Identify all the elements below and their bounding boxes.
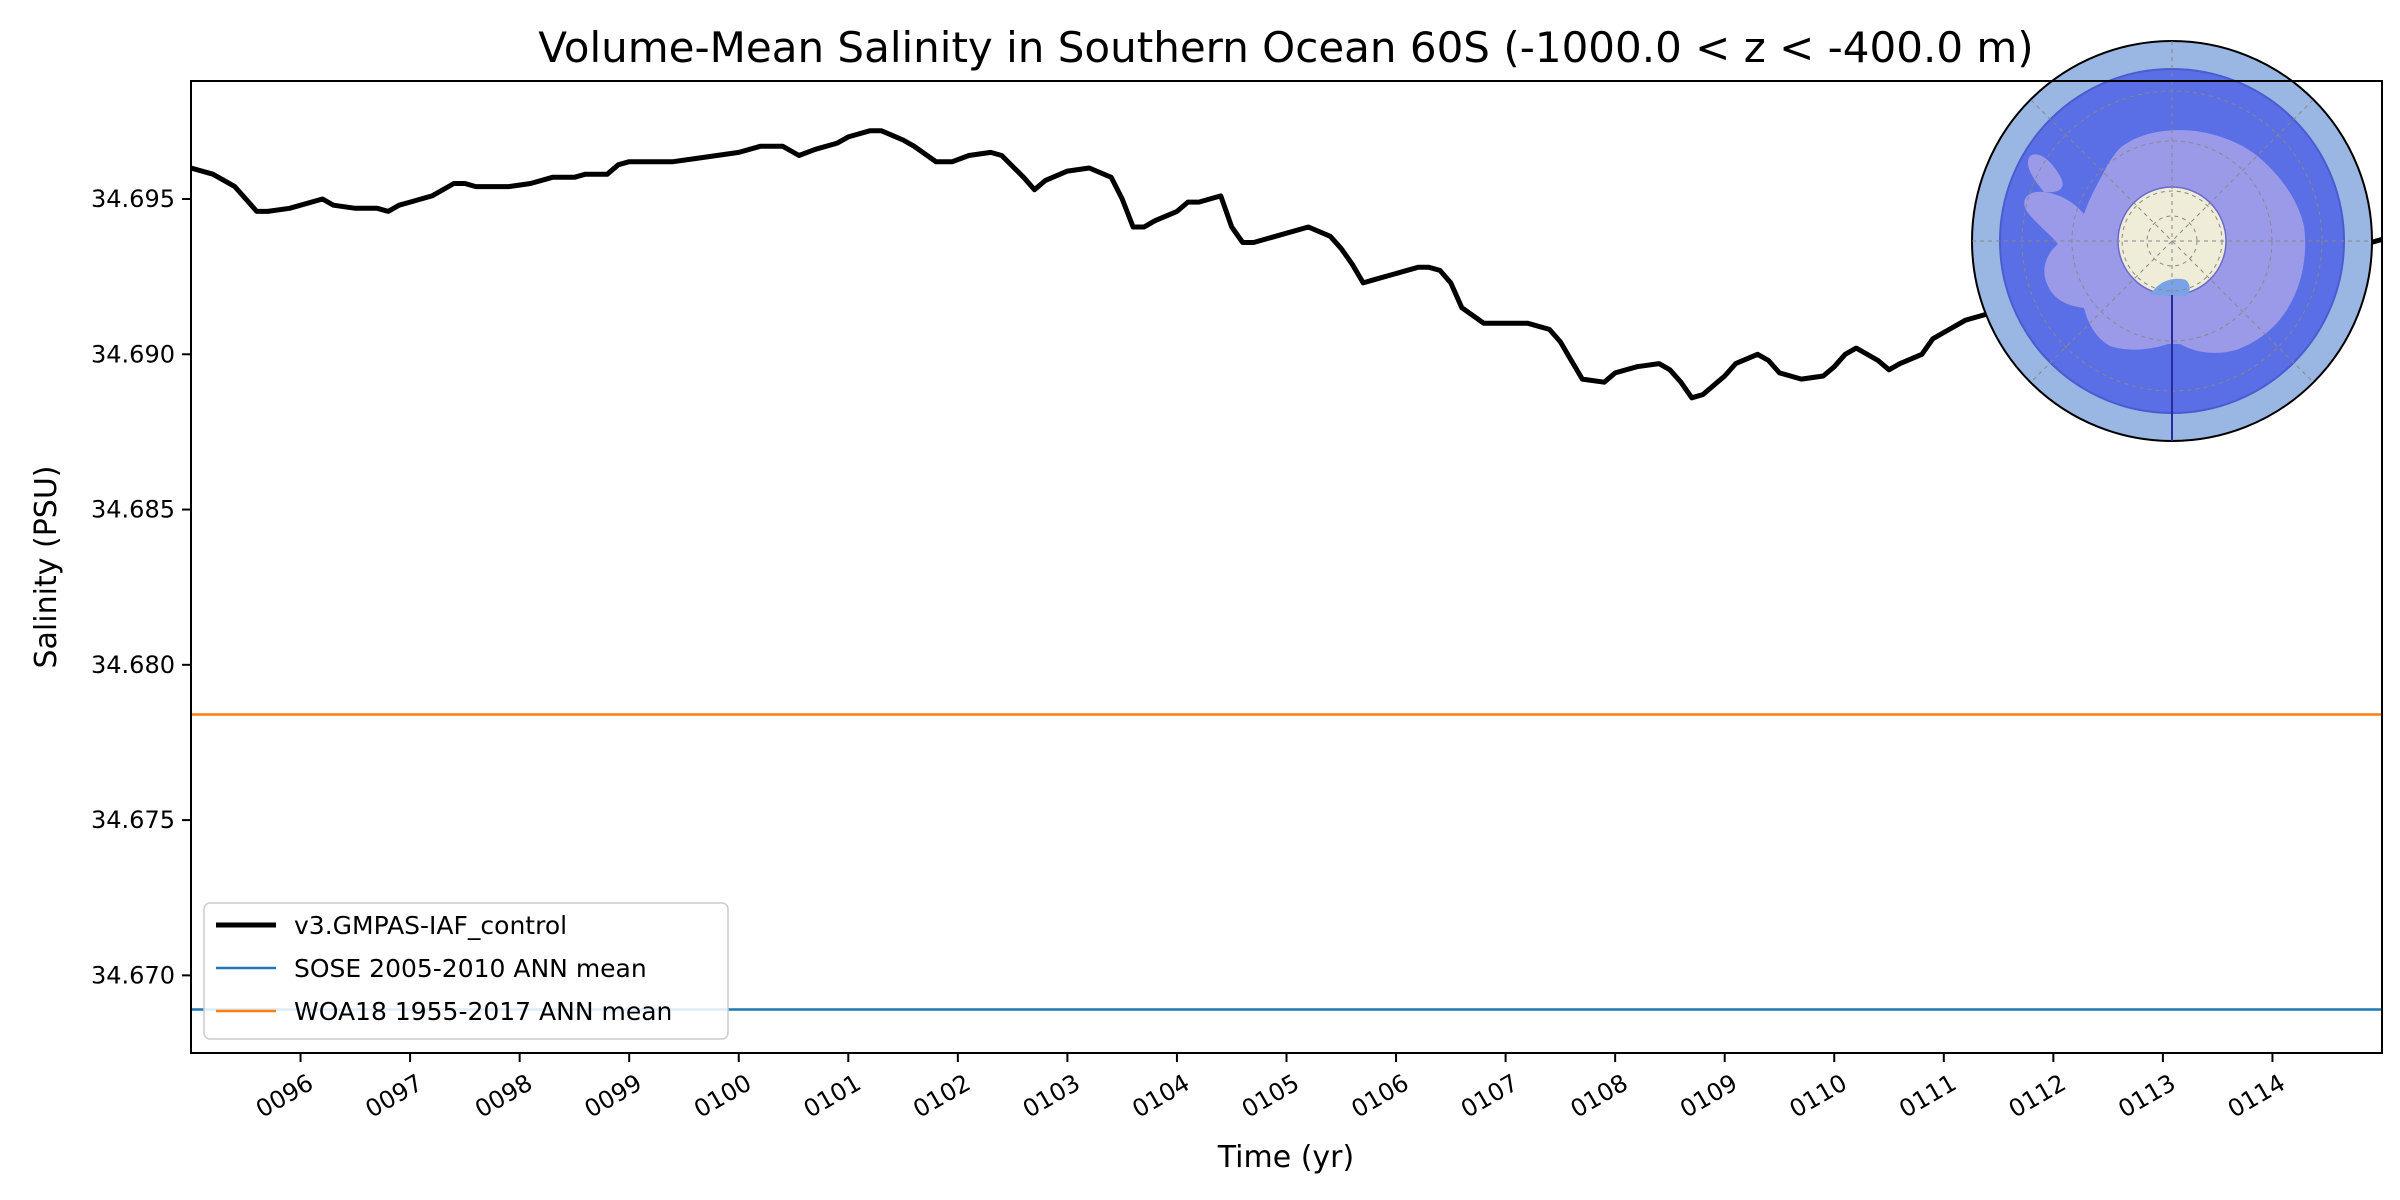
x-tick-label: 0100	[689, 1069, 756, 1124]
x-tick-label: 0103	[1018, 1069, 1085, 1124]
x-tick-label: 0097	[361, 1069, 428, 1124]
legend: v3.GMPAS-IAF_control SOSE 2005-2010 ANN …	[203, 902, 729, 1040]
y-axis: 34.670 34.675 34.680 34.685 34.690 34.695	[91, 185, 191, 989]
x-tick-label: 0108	[1566, 1069, 1633, 1124]
x-tick-label: 0107	[1456, 1069, 1523, 1124]
x-tick-label: 0098	[470, 1069, 537, 1124]
legend-label-woa18: WOA18 1955-2017 ANN mean	[294, 997, 672, 1026]
x-axis-title: Time (yr)	[1217, 1140, 1354, 1175]
x-tick-label: 0110	[1785, 1069, 1852, 1124]
x-tick-label: 0102	[908, 1069, 975, 1124]
y-tick-label: 34.695	[91, 185, 175, 213]
chart-title: Volume-Mean Salinity in Southern Ocean 6…	[538, 23, 2033, 72]
x-tick-label: 0104	[1128, 1069, 1195, 1124]
y-tick-label: 34.685	[91, 496, 175, 524]
y-tick-label: 34.670	[91, 961, 175, 989]
x-tick-label: 0106	[1347, 1069, 1414, 1124]
x-tick-label: 0101	[799, 1069, 866, 1124]
antarctic-region-map	[1971, 40, 2373, 442]
x-tick-label: 0099	[580, 1069, 647, 1124]
y-tick-label: 34.675	[91, 806, 175, 834]
x-tick-label: 0109	[1675, 1069, 1742, 1124]
x-tick-label: 0111	[1894, 1069, 1961, 1124]
x-tick-label: 0112	[2004, 1069, 2071, 1124]
series-line-model	[191, 128, 2382, 401]
y-axis-title: Salinity (PSU)	[29, 466, 64, 669]
y-tick-label: 34.680	[91, 651, 175, 679]
x-tick-label: 0105	[1237, 1069, 1304, 1124]
legend-label-sose: SOSE 2005-2010 ANN mean	[294, 954, 647, 983]
map-shelf-patch	[2150, 278, 2190, 296]
x-tick-label: 0113	[2113, 1069, 2180, 1124]
x-tick-label: 0096	[251, 1069, 318, 1124]
legend-label-model: v3.GMPAS-IAF_control	[294, 911, 567, 940]
legend-box	[203, 902, 729, 1040]
x-tick-label: 0114	[2223, 1069, 2290, 1124]
map-peninsula	[2027, 154, 2063, 193]
y-tick-label: 34.690	[91, 340, 175, 368]
x-axis: 0096 0097 0098 0099 0100 0101 0102 0103 0104 0105…	[251, 1053, 2290, 1123]
